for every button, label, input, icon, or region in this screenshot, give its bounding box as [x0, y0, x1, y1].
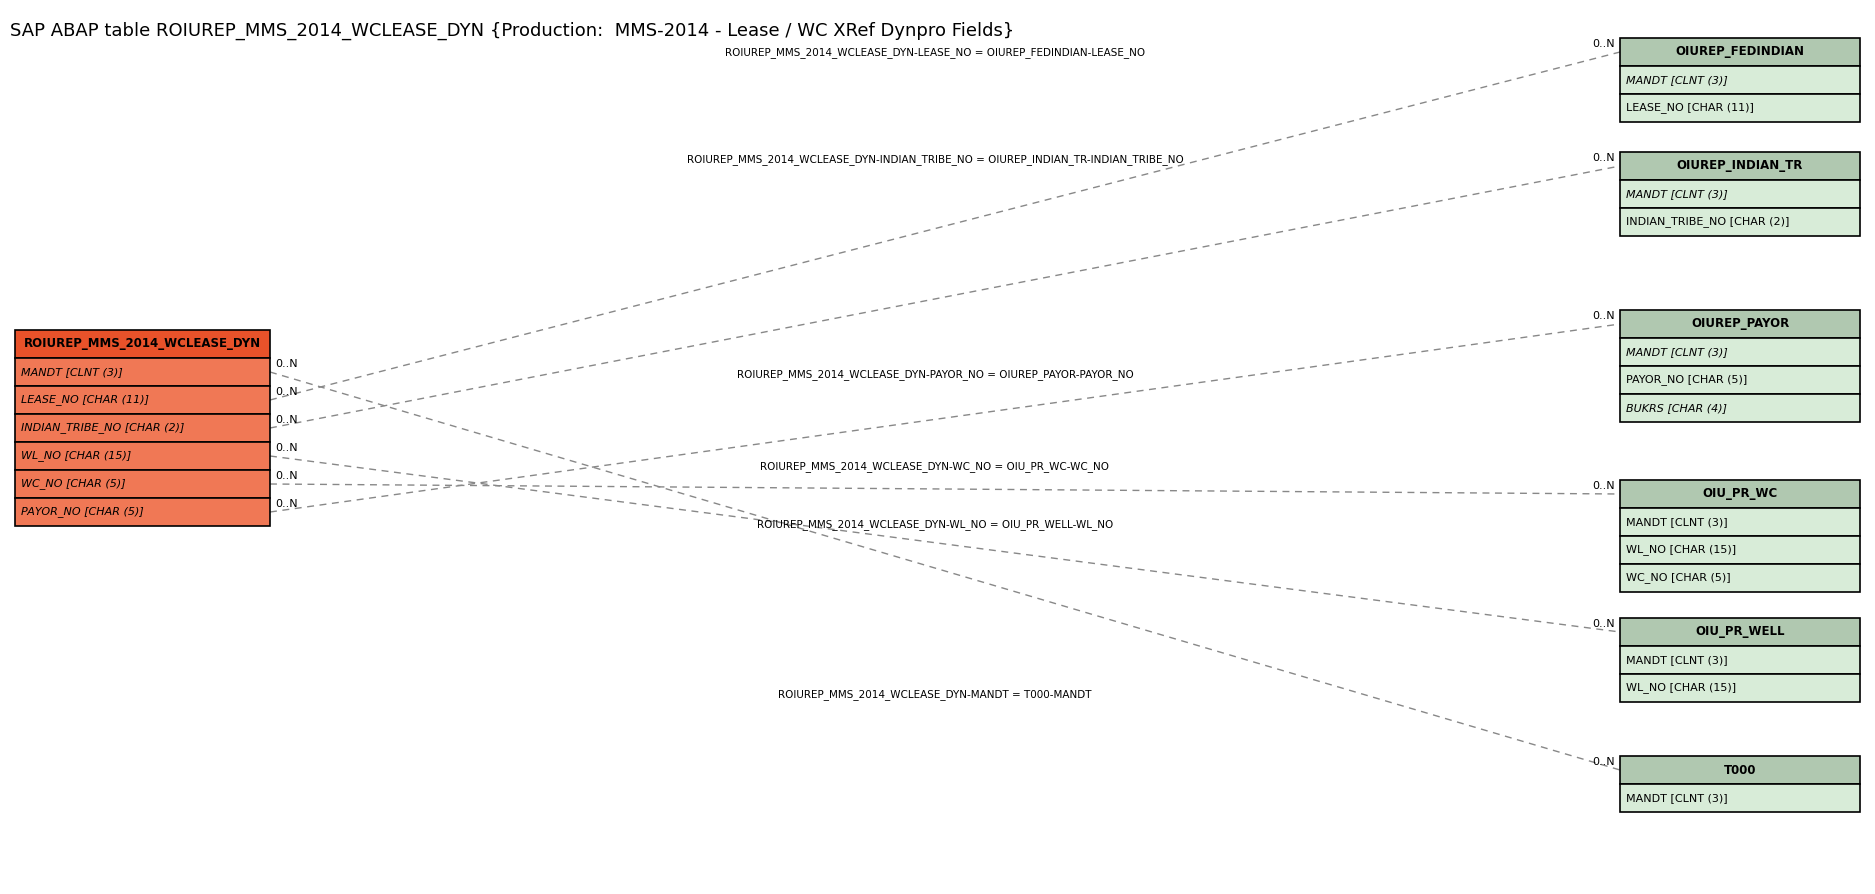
Text: 0..N: 0..N: [276, 359, 298, 369]
FancyBboxPatch shape: [15, 442, 270, 470]
Text: ROIUREP_MMS_2014_WCLEASE_DYN-WL_NO = OIU_PR_WELL-WL_NO: ROIUREP_MMS_2014_WCLEASE_DYN-WL_NO = OIU…: [758, 519, 1114, 530]
Text: MANDT [CLNT (3)]: MANDT [CLNT (3)]: [1626, 75, 1727, 85]
FancyBboxPatch shape: [1620, 180, 1860, 208]
Text: ROIUREP_MMS_2014_WCLEASE_DYN-MANDT = T000-MANDT: ROIUREP_MMS_2014_WCLEASE_DYN-MANDT = T00…: [778, 689, 1091, 700]
FancyBboxPatch shape: [1620, 394, 1860, 422]
Text: BUKRS [CHAR (4)]: BUKRS [CHAR (4)]: [1626, 403, 1727, 413]
FancyBboxPatch shape: [1620, 94, 1860, 122]
Text: 0..N: 0..N: [276, 499, 298, 509]
FancyBboxPatch shape: [1620, 618, 1860, 646]
FancyBboxPatch shape: [15, 498, 270, 526]
Text: MANDT [CLNT (3)]: MANDT [CLNT (3)]: [21, 367, 122, 377]
Text: 0..N: 0..N: [276, 387, 298, 397]
FancyBboxPatch shape: [1620, 756, 1860, 784]
Text: PAYOR_NO [CHAR (5)]: PAYOR_NO [CHAR (5)]: [21, 507, 144, 518]
FancyBboxPatch shape: [1620, 564, 1860, 592]
Text: ROIUREP_MMS_2014_WCLEASE_DYN: ROIUREP_MMS_2014_WCLEASE_DYN: [24, 338, 261, 350]
Text: WC_NO [CHAR (5)]: WC_NO [CHAR (5)]: [1626, 572, 1731, 584]
FancyBboxPatch shape: [1620, 784, 1860, 812]
Text: 0..N: 0..N: [1592, 311, 1614, 321]
Text: WL_NO [CHAR (15)]: WL_NO [CHAR (15)]: [1626, 682, 1736, 694]
Text: OIU_PR_WELL: OIU_PR_WELL: [1695, 626, 1785, 638]
FancyBboxPatch shape: [1620, 536, 1860, 564]
Text: 0..N: 0..N: [1592, 757, 1614, 767]
Text: ROIUREP_MMS_2014_WCLEASE_DYN-INDIAN_TRIBE_NO = OIUREP_INDIAN_TR-INDIAN_TRIBE_NO: ROIUREP_MMS_2014_WCLEASE_DYN-INDIAN_TRIB…: [686, 154, 1183, 165]
FancyBboxPatch shape: [1620, 38, 1860, 66]
Text: WL_NO [CHAR (15)]: WL_NO [CHAR (15)]: [1626, 544, 1736, 555]
Text: LEASE_NO [CHAR (11)]: LEASE_NO [CHAR (11)]: [21, 394, 148, 406]
Text: MANDT [CLNT (3)]: MANDT [CLNT (3)]: [1626, 189, 1727, 199]
FancyBboxPatch shape: [15, 414, 270, 442]
Text: 0..N: 0..N: [1592, 481, 1614, 491]
FancyBboxPatch shape: [15, 330, 270, 358]
Text: LEASE_NO [CHAR (11)]: LEASE_NO [CHAR (11)]: [1626, 103, 1753, 114]
FancyBboxPatch shape: [1620, 152, 1860, 180]
Text: MANDT [CLNT (3)]: MANDT [CLNT (3)]: [1626, 347, 1727, 357]
FancyBboxPatch shape: [1620, 338, 1860, 366]
Text: 0..N: 0..N: [1592, 619, 1614, 629]
FancyBboxPatch shape: [1620, 646, 1860, 674]
Text: PAYOR_NO [CHAR (5)]: PAYOR_NO [CHAR (5)]: [1626, 375, 1748, 385]
FancyBboxPatch shape: [15, 358, 270, 386]
Text: INDIAN_TRIBE_NO [CHAR (2)]: INDIAN_TRIBE_NO [CHAR (2)]: [1626, 216, 1789, 227]
FancyBboxPatch shape: [1620, 310, 1860, 338]
FancyBboxPatch shape: [1620, 674, 1860, 702]
FancyBboxPatch shape: [15, 386, 270, 414]
Text: 0..N: 0..N: [276, 471, 298, 481]
Text: MANDT [CLNT (3)]: MANDT [CLNT (3)]: [1626, 793, 1727, 803]
Text: 0..N: 0..N: [1592, 39, 1614, 49]
FancyBboxPatch shape: [1620, 66, 1860, 94]
Text: INDIAN_TRIBE_NO [CHAR (2)]: INDIAN_TRIBE_NO [CHAR (2)]: [21, 423, 184, 434]
Text: WC_NO [CHAR (5)]: WC_NO [CHAR (5)]: [21, 478, 126, 489]
Text: SAP ABAP table ROIUREP_MMS_2014_WCLEASE_DYN {Production:  MMS-2014 - Lease / WC : SAP ABAP table ROIUREP_MMS_2014_WCLEASE_…: [9, 22, 1014, 40]
FancyBboxPatch shape: [1620, 508, 1860, 536]
FancyBboxPatch shape: [15, 470, 270, 498]
FancyBboxPatch shape: [1620, 208, 1860, 236]
Text: OIUREP_PAYOR: OIUREP_PAYOR: [1691, 317, 1789, 331]
FancyBboxPatch shape: [1620, 480, 1860, 508]
Text: ROIUREP_MMS_2014_WCLEASE_DYN-LEASE_NO = OIUREP_FEDINDIAN-LEASE_NO: ROIUREP_MMS_2014_WCLEASE_DYN-LEASE_NO = …: [726, 47, 1146, 58]
Text: MANDT [CLNT (3)]: MANDT [CLNT (3)]: [1626, 655, 1727, 665]
Text: 0..N: 0..N: [276, 415, 298, 425]
Text: OIU_PR_WC: OIU_PR_WC: [1702, 487, 1777, 501]
Text: ROIUREP_MMS_2014_WCLEASE_DYN-PAYOR_NO = OIUREP_PAYOR-PAYOR_NO: ROIUREP_MMS_2014_WCLEASE_DYN-PAYOR_NO = …: [737, 369, 1132, 380]
Text: 0..N: 0..N: [276, 443, 298, 453]
FancyBboxPatch shape: [1620, 366, 1860, 394]
Text: ROIUREP_MMS_2014_WCLEASE_DYN-WC_NO = OIU_PR_WC-WC_NO: ROIUREP_MMS_2014_WCLEASE_DYN-WC_NO = OIU…: [761, 461, 1110, 472]
Text: 0..N: 0..N: [1592, 153, 1614, 163]
Text: MANDT [CLNT (3)]: MANDT [CLNT (3)]: [1626, 517, 1727, 527]
Text: OIUREP_INDIAN_TR: OIUREP_INDIAN_TR: [1676, 159, 1804, 173]
Text: T000: T000: [1723, 763, 1757, 777]
Text: WL_NO [CHAR (15)]: WL_NO [CHAR (15)]: [21, 451, 131, 461]
Text: OIUREP_FEDINDIAN: OIUREP_FEDINDIAN: [1676, 46, 1804, 58]
